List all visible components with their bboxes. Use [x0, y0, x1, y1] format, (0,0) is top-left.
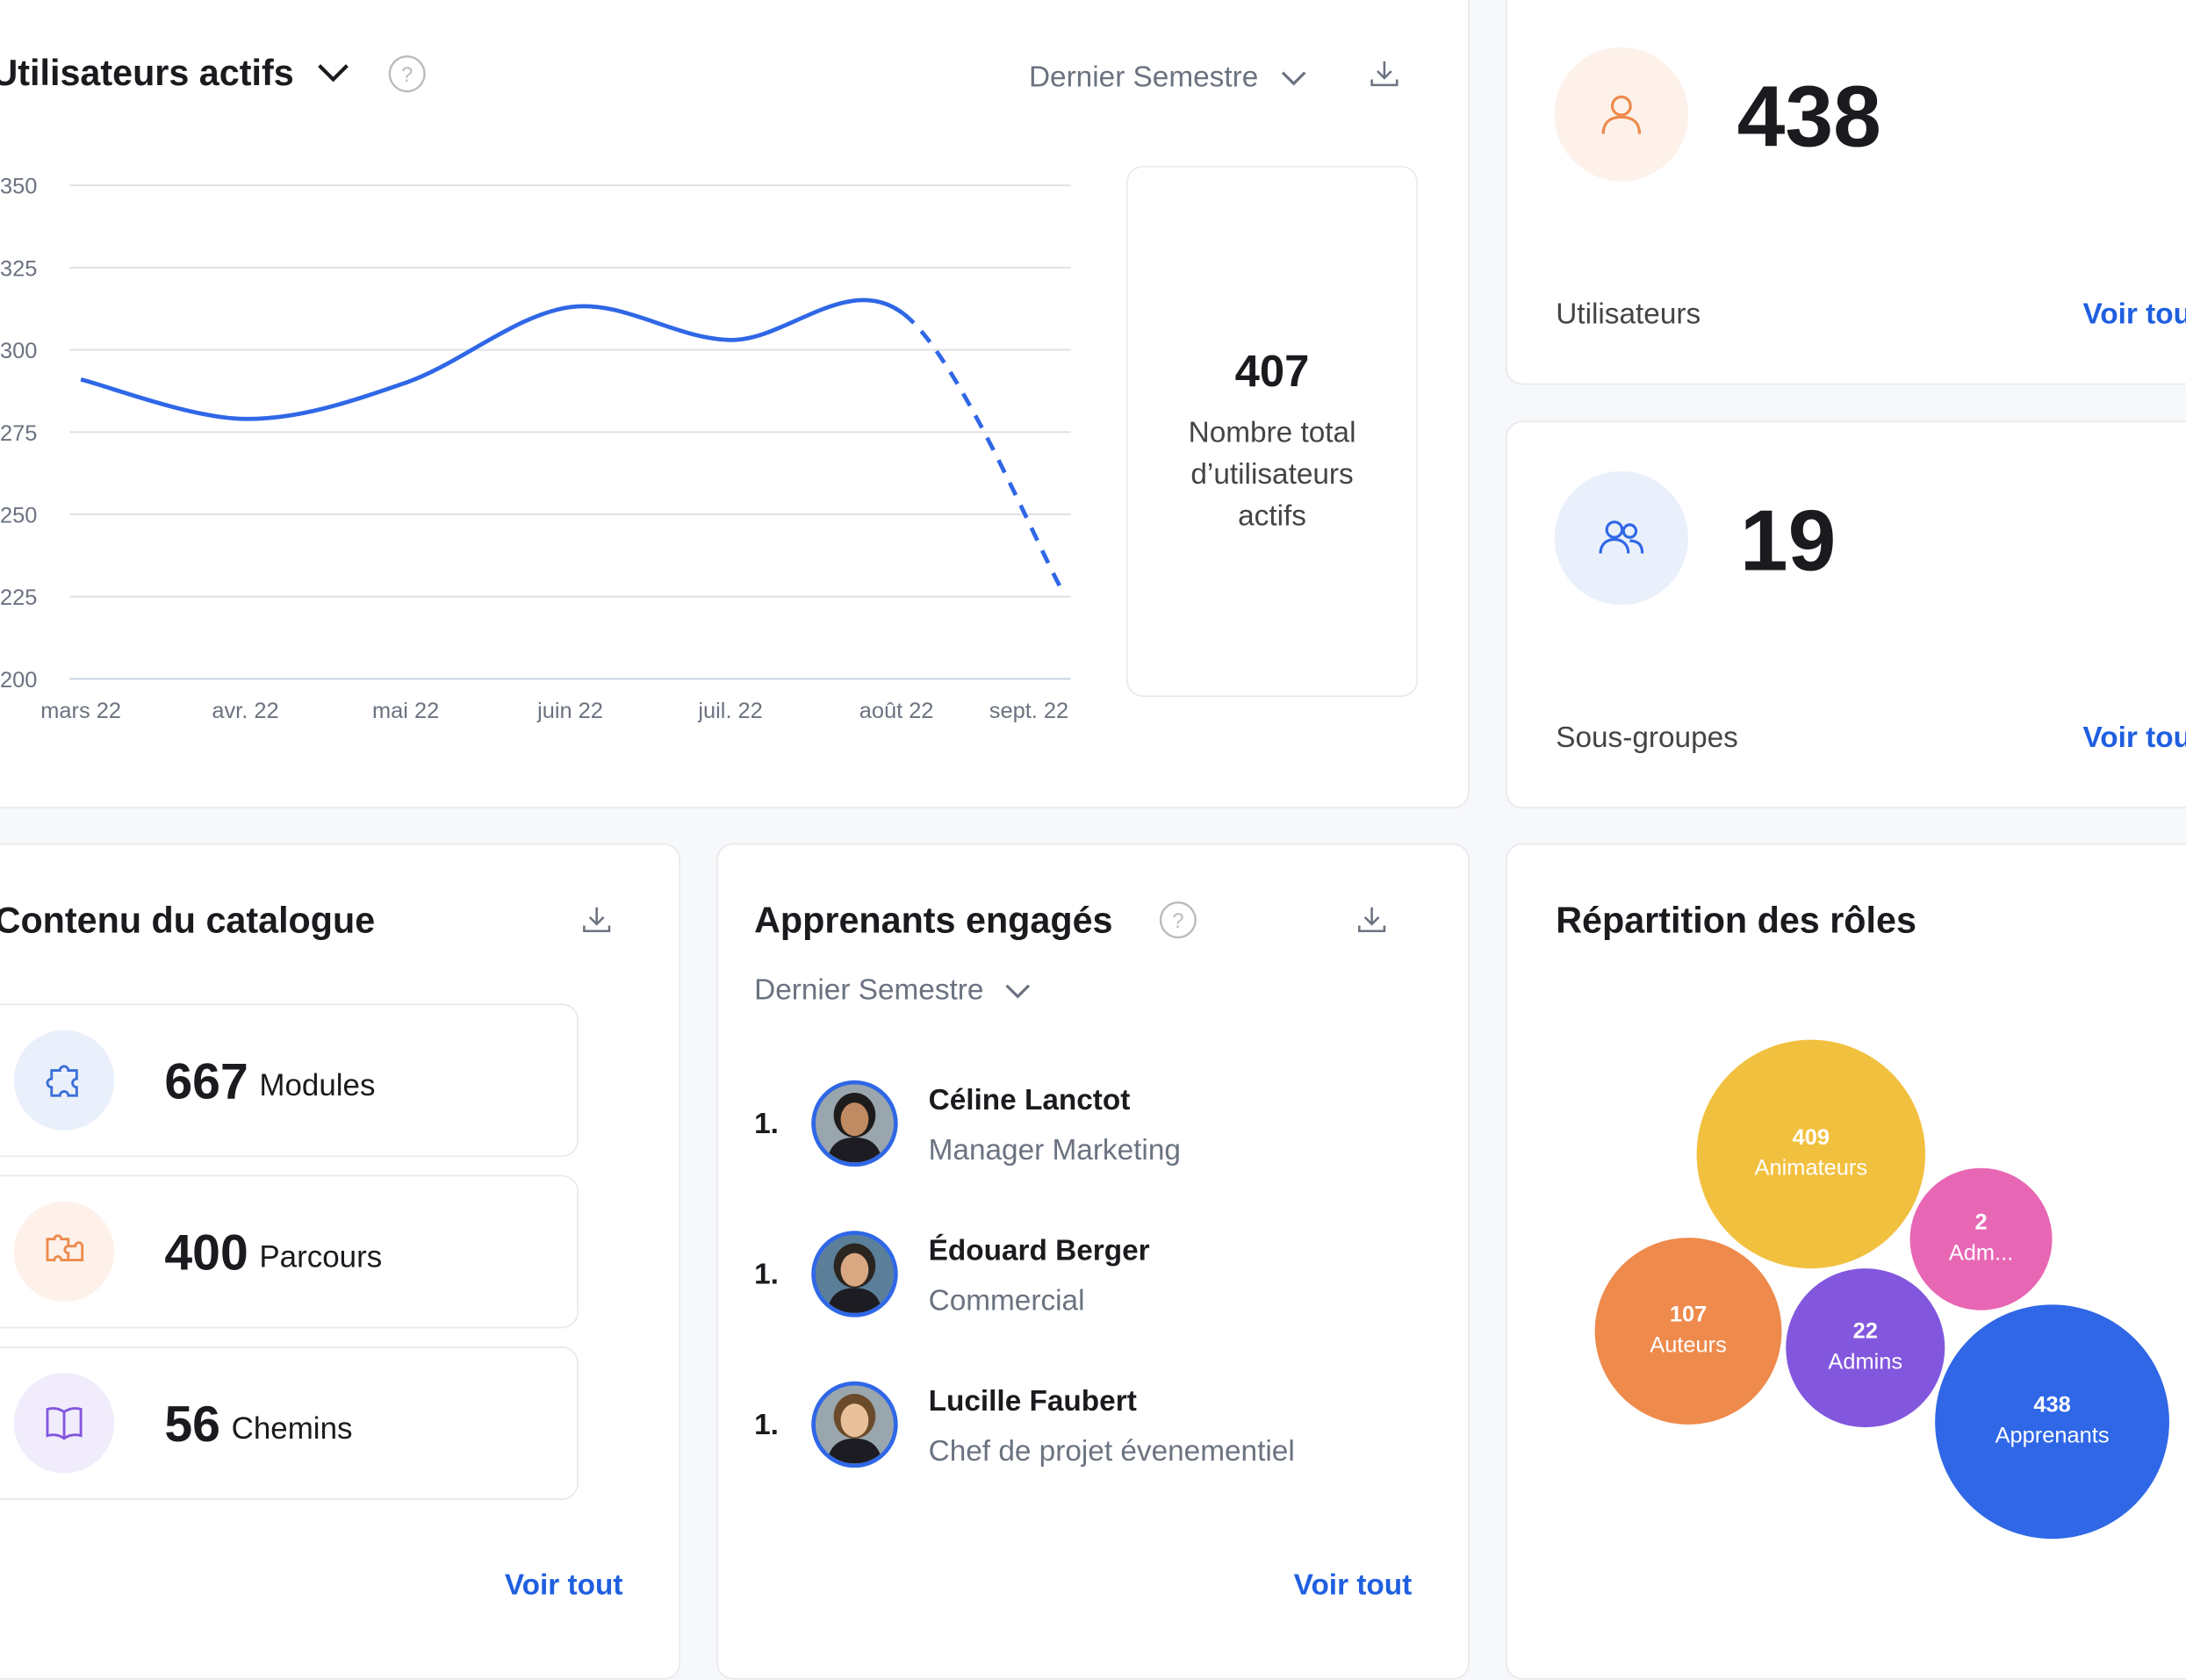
learner-role: Commercial [928, 1285, 1085, 1317]
catalog-item-label: Parcours [259, 1238, 383, 1274]
learner-rank: 1. [754, 1108, 779, 1140]
role-bubble[interactable]: 22 Admins [1786, 1268, 1945, 1428]
y-tick-label: 200 [0, 668, 37, 693]
subgroups-count: 19 [1739, 493, 1837, 590]
puzzles-icon [46, 1234, 84, 1261]
group-icon-circle [1554, 470, 1689, 606]
learner-avatar[interactable] [811, 1231, 898, 1317]
engaged-see-all-link[interactable]: Voir tout [1293, 1569, 1413, 1602]
engaged-learners-title: Apprenants engagés [754, 899, 1113, 941]
chevron-down-icon[interactable] [1278, 67, 1309, 89]
catalog-item-value: 400 [164, 1224, 248, 1282]
learner-name[interactable]: Édouard Berger [928, 1234, 1150, 1267]
users-label: Utilisateurs [1556, 298, 1701, 331]
x-tick-label: août 22 [859, 699, 934, 723]
role-bubble-label: Admins [1828, 1350, 1903, 1375]
catalog-item-label: Modules [259, 1067, 376, 1103]
user-icon-circle [1554, 47, 1689, 182]
period-select[interactable]: Dernier Semestre [1028, 61, 1259, 94]
x-tick-label: mai 22 [372, 699, 439, 723]
y-tick-label: 325 [0, 256, 37, 281]
y-tick-label: 350 [0, 175, 37, 199]
catalog-title: Contenu du catalogue [0, 899, 376, 941]
x-tick-label: juil. 22 [697, 699, 762, 723]
chevron-down-icon[interactable] [315, 60, 351, 85]
series-line-projected [902, 312, 1066, 595]
subgroups-label: Sous-groupes [1556, 722, 1738, 755]
x-tick-label: juin 22 [536, 699, 603, 723]
catalog-item-value: 56 [164, 1395, 220, 1453]
help-icon[interactable]: ? [387, 54, 426, 93]
role-bubble[interactable]: 2 Adm... [1909, 1167, 2053, 1310]
users-see-all-link[interactable]: Voir tout [2082, 298, 2186, 331]
learner-name[interactable]: Lucille Faubert [928, 1385, 1137, 1418]
chevron-down-icon[interactable] [1003, 980, 1033, 1002]
puzzle-icon [46, 1065, 78, 1097]
download-icon[interactable] [579, 901, 615, 937]
role-bubble-label: Auteurs [1650, 1333, 1727, 1358]
users-count: 438 [1737, 69, 1881, 166]
series-line [80, 298, 905, 421]
total-active-users-value: 407 [1234, 345, 1310, 396]
y-tick-label: 250 [0, 504, 37, 528]
role-bubble-value: 22 [1852, 1319, 1878, 1344]
learner-rank: 1. [754, 1409, 779, 1442]
group-icon [1599, 521, 1644, 554]
role-bubble-value: 438 [2033, 1394, 2071, 1418]
book-icon [46, 1407, 83, 1440]
role-bubble-value: 409 [1792, 1126, 1830, 1151]
role-bubble-label: Apprenants [1995, 1424, 2110, 1448]
learner-role: Manager Marketing [928, 1134, 1181, 1167]
learner-role: Chef de projet évenementiel [928, 1435, 1295, 1468]
learner-avatar[interactable] [811, 1381, 898, 1468]
total-label-line: d’utilisateurs [1190, 458, 1354, 491]
download-icon[interactable] [1354, 901, 1390, 937]
role-bubble-label: Adm... [1948, 1241, 2014, 1266]
total-label-line: Nombre total [1188, 416, 1356, 449]
role-bubble[interactable]: 409 Animateurs [1696, 1039, 1926, 1269]
total-label-line: actifs [1238, 500, 1306, 533]
catalog-item-icon-circle [13, 1030, 115, 1131]
catalog-item-value: 667 [164, 1052, 248, 1110]
svg-text:?: ? [1172, 909, 1183, 933]
catalog-item-icon-circle [13, 1373, 115, 1474]
roles-title: Répartition des rôles [1556, 899, 1916, 941]
active-users-title[interactable]: Utilisateurs actifs [0, 51, 294, 94]
total-active-users-box [1126, 165, 1419, 698]
user-icon [1601, 95, 1642, 134]
y-tick-label: 225 [0, 585, 37, 610]
role-bubble-value: 107 [1669, 1303, 1708, 1327]
catalog-item-label: Chemins [231, 1411, 353, 1446]
help-icon[interactable]: ? [1159, 901, 1197, 939]
x-tick-label: sept. 22 [989, 699, 1068, 723]
download-icon[interactable] [1366, 56, 1402, 92]
x-tick-label: mars 22 [40, 699, 121, 723]
engaged-period-select[interactable]: Dernier Semestre [754, 974, 984, 1007]
catalog-see-all-link[interactable]: Voir tout [504, 1569, 623, 1602]
y-tick-label: 300 [0, 339, 37, 363]
y-tick-label: 275 [0, 421, 37, 446]
learner-avatar[interactable] [811, 1080, 898, 1167]
role-bubble[interactable]: 107 Auteurs [1594, 1238, 1782, 1425]
x-tick-label: avr. 22 [212, 699, 278, 723]
subgroups-see-all-link[interactable]: Voir tout [2082, 722, 2186, 755]
learner-name[interactable]: Céline Lanctot [928, 1084, 1131, 1116]
role-bubble-label: Animateurs [1754, 1157, 1868, 1181]
svg-text:?: ? [401, 63, 413, 87]
role-bubble-value: 2 [1974, 1210, 1988, 1235]
learner-rank: 1. [754, 1258, 779, 1291]
catalog-item-icon-circle [13, 1201, 115, 1303]
role-bubble[interactable]: 438 Apprenants [1935, 1304, 2169, 1540]
